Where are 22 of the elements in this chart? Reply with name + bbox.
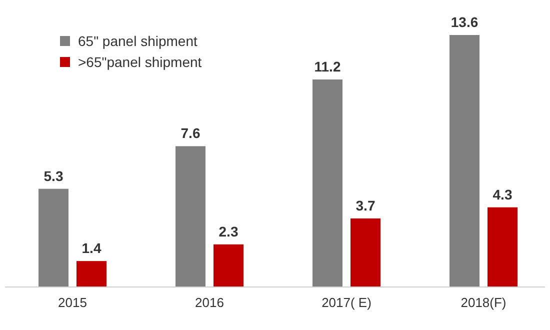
data-label: 5.3 bbox=[44, 168, 64, 184]
data-label: 1.4 bbox=[82, 240, 102, 256]
bar bbox=[176, 146, 206, 287]
data-label: 2.3 bbox=[218, 223, 238, 240]
legend-label: 65" panel shipment bbox=[78, 33, 198, 49]
data-label: 7.6 bbox=[180, 125, 200, 142]
data-label: 3.7 bbox=[356, 197, 376, 214]
x-tick-label: 2017( E) bbox=[322, 294, 372, 310]
data-label: 4.3 bbox=[492, 186, 512, 202]
bar bbox=[214, 244, 244, 287]
x-tick-label: 2018(F) bbox=[460, 294, 506, 310]
data-label: 13.6 bbox=[450, 14, 478, 30]
data-label: 11.2 bbox=[314, 58, 341, 74]
bar bbox=[450, 35, 480, 287]
x-tick-label: 2015 bbox=[58, 294, 87, 310]
bar bbox=[38, 188, 68, 287]
bar bbox=[350, 218, 380, 287]
bar bbox=[488, 207, 518, 287]
x-tick-label: 2016 bbox=[195, 294, 224, 310]
bar bbox=[312, 79, 342, 287]
legend-label: >65"panel shipment bbox=[78, 54, 202, 70]
bar bbox=[76, 261, 106, 287]
